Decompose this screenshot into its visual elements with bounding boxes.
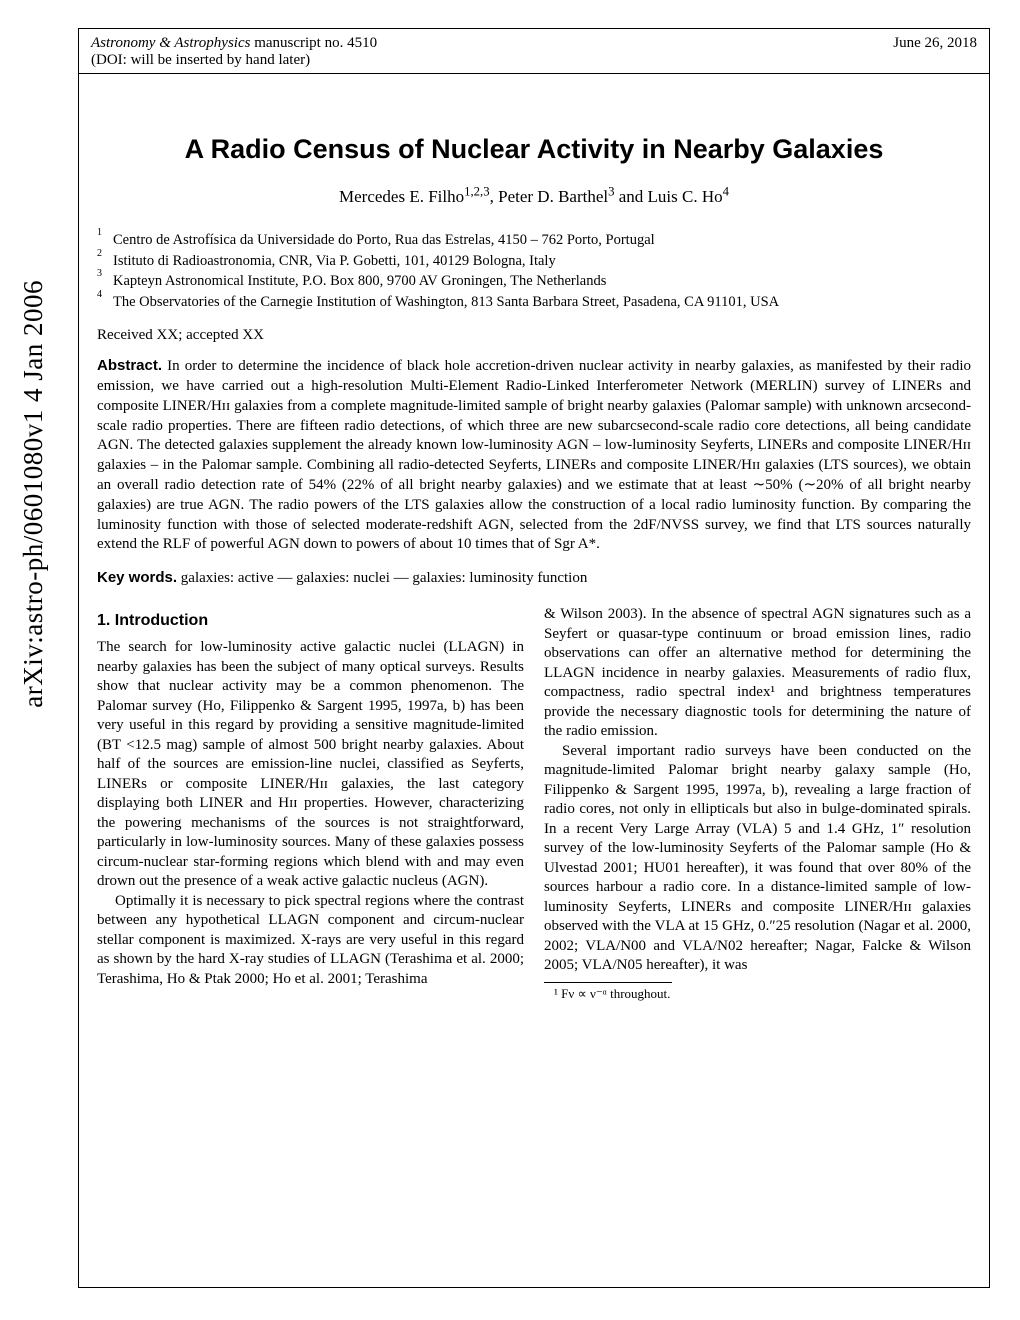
authors: Mercedes E. Filho1,2,3, Peter D. Barthel…	[79, 187, 989, 207]
keywords-label: Key words.	[97, 569, 177, 586]
section-heading-introduction: 1. Introduction	[97, 611, 524, 632]
affiliation: 3Kapteyn Astronomical Institute, P.O. Bo…	[97, 272, 971, 292]
header-date: June 26, 2018	[893, 35, 977, 52]
journal-name: Astronomy & Astrophysics	[91, 35, 250, 51]
header-left: Astronomy & Astrophysics manuscript no. …	[91, 35, 377, 52]
arxiv-identifier: arXiv:astro-ph/0601080v1 4 Jan 2006	[18, 280, 49, 708]
abstract-label: Abstract.	[97, 357, 162, 374]
header-rule	[79, 73, 989, 74]
affiliation-text: Centro de Astrofísica da Universidade do…	[113, 231, 655, 251]
affiliation-number: 4	[97, 295, 109, 313]
body-paragraph: Optimally it is necessary to pick spectr…	[97, 892, 524, 990]
running-header: Astronomy & Astrophysics manuscript no. …	[79, 29, 989, 52]
affiliation-text: Istituto di Radioastronomia, CNR, Via P.…	[113, 252, 556, 272]
keywords-text: galaxies: active — galaxies: nuclei — ga…	[181, 570, 588, 586]
body-paragraph: Several important radio surveys have bee…	[544, 742, 971, 976]
affiliation-text: Kapteyn Astronomical Institute, P.O. Box…	[113, 272, 606, 292]
abstract-text: In order to determine the incidence of b…	[97, 358, 971, 552]
footnote-rule	[544, 982, 672, 983]
affiliation-text: The Observatories of the Carnegie Instit…	[113, 293, 779, 313]
affiliations: 1Centro de Astrofísica da Universidade d…	[79, 231, 989, 312]
page-frame: Astronomy & Astrophysics manuscript no. …	[78, 28, 990, 1288]
body-paragraph: The search for low-luminosity active gal…	[97, 638, 524, 892]
body-paragraph: & Wilson 2003). In the absence of spectr…	[544, 605, 971, 742]
footnote: ¹ Fν ∝ ν⁻ᵅ throughout.	[544, 986, 971, 1003]
left-column: 1. Introduction The search for low-lumin…	[97, 605, 524, 1002]
affiliation: 1Centro de Astrofísica da Universidade d…	[97, 231, 971, 251]
affiliation: 2Istituto di Radioastronomia, CNR, Via P…	[97, 252, 971, 272]
affiliation: 4The Observatories of the Carnegie Insti…	[97, 293, 971, 313]
right-column: & Wilson 2003). In the absence of spectr…	[544, 605, 971, 1002]
manuscript-number: manuscript no. 4510	[254, 35, 377, 51]
paper-title: A Radio Census of Nuclear Activity in Ne…	[119, 134, 949, 165]
abstract: Abstract. In order to determine the inci…	[79, 356, 989, 569]
received-line: Received XX; accepted XX	[79, 313, 989, 356]
keywords: Key words. galaxies: active — galaxies: …	[79, 569, 989, 605]
doi-placeholder: (DOI: will be inserted by hand later)	[79, 52, 989, 73]
body-columns: 1. Introduction The search for low-lumin…	[79, 605, 989, 1002]
